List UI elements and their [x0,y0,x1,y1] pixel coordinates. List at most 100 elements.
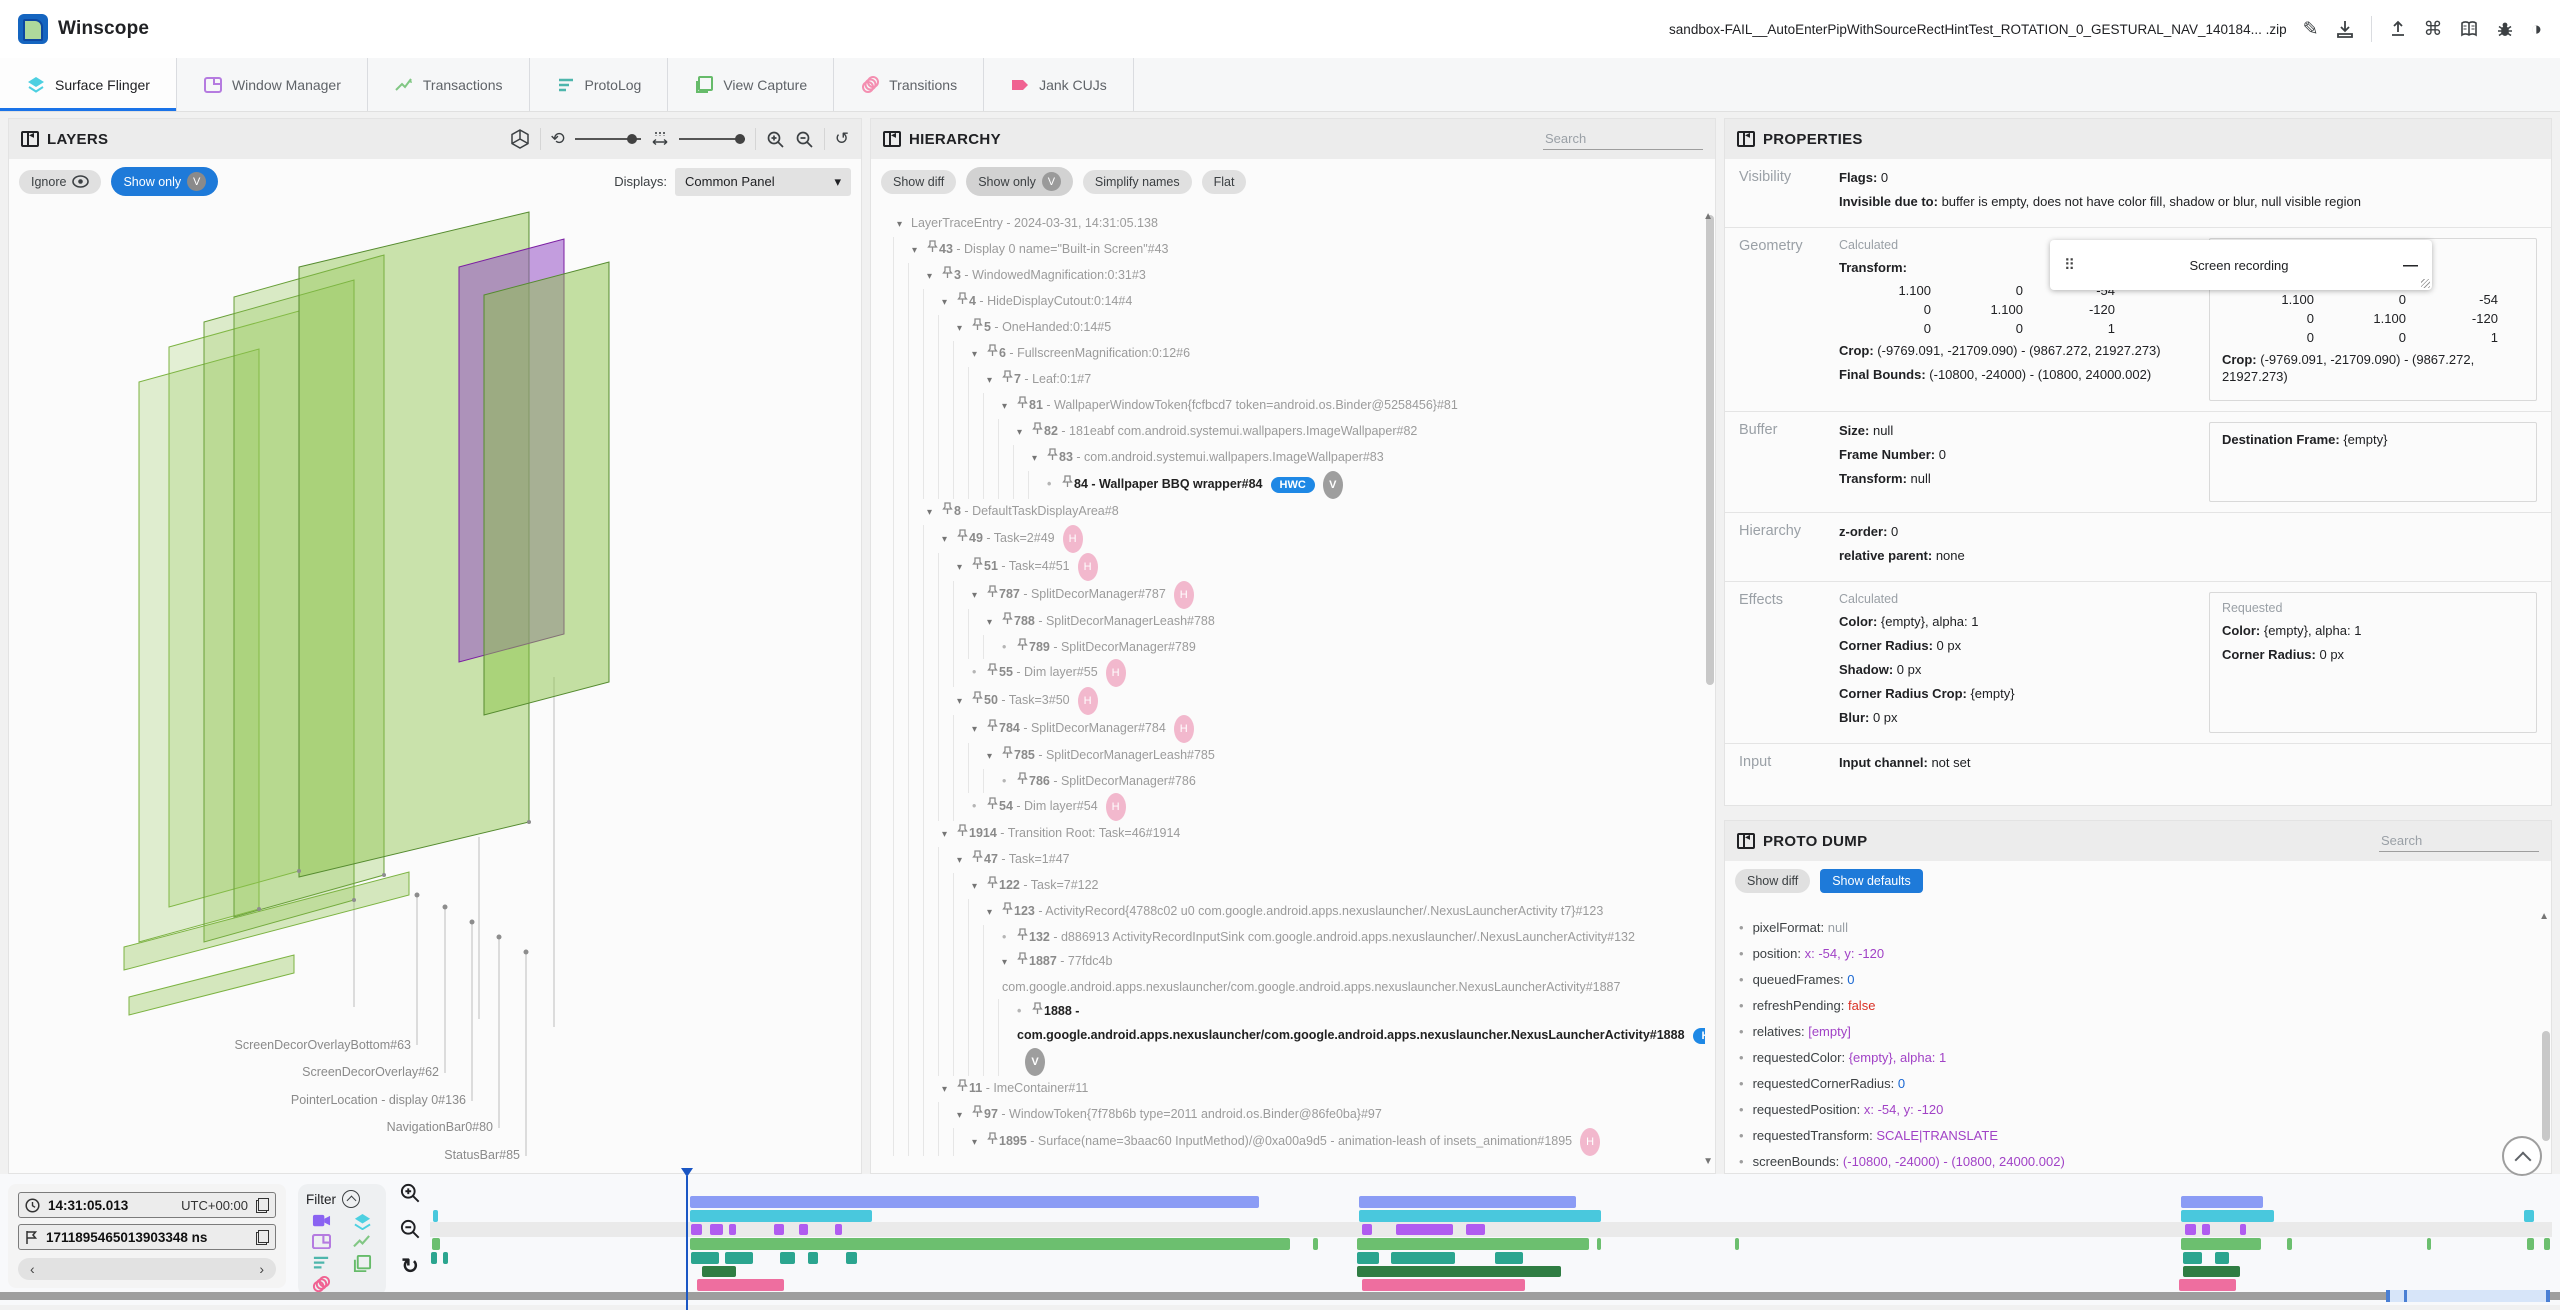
trace-segment[interactable] [2524,1210,2534,1222]
expand-caret-icon[interactable]: ▾ [987,907,993,918]
pin-icon[interactable] [971,850,984,863]
proto-row[interactable]: • requestedPosition: x: -54, y: -120 [1739,1102,1944,1117]
timeline-canvas[interactable] [430,1168,2552,1310]
tree-node[interactable]: ▾ 1887 - 77fdc4b com.google.android.apps.… [883,949,1705,999]
trace-segment[interactable] [1359,1210,1602,1222]
pin-icon[interactable] [956,529,969,542]
tab-transitions[interactable]: Transitions [834,58,985,111]
expand-caret-icon[interactable]: ▾ [957,1110,963,1121]
timeline-scrubber[interactable] [0,1290,2560,1302]
trace-segment[interactable] [2526,1238,2534,1250]
tree-node[interactable]: ▾ 784 - SplitDecorManager#784 H [883,715,1705,743]
trace-segment[interactable] [807,1252,819,1264]
tree-node[interactable]: ▾ 4 - HideDisplayCutout:0:14#4 [883,289,1705,315]
tree-node[interactable]: ▾ 123 - ActivityRecord{4788c02 u0 com.goo… [883,899,1705,925]
drag-handle-icon[interactable]: ⠿ [2064,257,2075,274]
proto-row[interactable]: • queuedFrames: 0 [1739,972,1855,987]
tab-view-capture[interactable]: View Capture [668,58,835,111]
trace-segment[interactable] [1495,1252,1523,1264]
timeline-track-view-capture[interactable] [430,1266,2552,1277]
pin-icon[interactable] [986,797,999,810]
expand-caret-icon[interactable]: ▾ [972,1137,978,1148]
proto-row[interactable]: • position: x: -54, y: -120 [1739,946,1885,961]
timeline-track-transactions[interactable] [430,1238,2552,1250]
trace-segment[interactable] [689,1196,1259,1208]
trace-segment[interactable] [2214,1252,2230,1264]
simplify-names-chip[interactable]: Simplify names [1082,169,1192,194]
trace-segment[interactable] [2240,1224,2247,1235]
tree-node[interactable]: • 132 - d886913 ActivityRecordInputSink c… [883,925,1705,949]
pin-icon[interactable] [1016,396,1029,409]
pin-icon[interactable] [986,876,999,889]
tree-node[interactable]: ▾ LayerTraceEntry - 2024-03-31, 14:31:05.… [883,211,1705,237]
resize-handle[interactable] [2421,279,2430,288]
tree-node[interactable]: ▾ 788 - SplitDecorManagerLeash#788 [883,609,1705,635]
tree-node[interactable]: ▾ 43 - Display 0 name="Built-in Screen"#4… [883,237,1705,263]
pin-icon[interactable] [956,824,969,837]
timeline-track-screen-recording[interactable] [430,1196,2552,1208]
pin-icon[interactable] [1061,475,1074,488]
pin-icon[interactable] [941,502,954,515]
timeline-track-protolog[interactable] [430,1252,2552,1264]
pin-icon[interactable] [926,240,939,253]
expand-caret-icon[interactable]: ▾ [987,617,993,628]
tab-protolog[interactable]: ProtoLog [530,58,669,111]
pin-icon[interactable] [1046,448,1059,461]
trace-segment[interactable] [845,1252,857,1264]
proto-row[interactable]: • refreshPending: false [1739,998,1876,1013]
scroll-up-icon[interactable]: ▲ [1703,211,1713,222]
proto-row[interactable]: • relatives: [empty] [1739,1024,1851,1039]
trace-segment[interactable] [691,1224,702,1235]
trace-segment[interactable] [1735,1238,1740,1250]
trace-segment[interactable] [2180,1196,2264,1208]
expand-caret-icon[interactable]: ▾ [942,534,948,545]
trace-segment[interactable] [780,1252,795,1264]
pin-icon[interactable] [986,1132,999,1145]
expand-caret-icon[interactable]: ▾ [912,245,918,256]
pin-icon[interactable] [1031,422,1044,435]
trace-segment[interactable] [1357,1238,1589,1250]
expand-caret-icon[interactable]: ▾ [987,375,993,386]
expand-caret-icon[interactable]: ▾ [972,724,978,735]
pin-icon[interactable] [971,557,984,570]
pin-icon[interactable] [941,266,954,279]
trace-segment[interactable] [2180,1238,2262,1250]
view-3d-icon[interactable] [510,129,530,149]
proto-row[interactable]: • pixelFormat: null [1739,920,1848,935]
collapse-panel-icon[interactable] [883,130,901,147]
expand-caret-icon[interactable]: ▾ [942,1084,948,1095]
trace-segment[interactable] [1597,1238,1602,1250]
collapse-panel-icon[interactable] [21,130,39,147]
trace-segment[interactable] [2286,1238,2293,1250]
show-only-visible-chip[interactable]: Show only V [111,167,219,196]
pin-icon[interactable] [1001,612,1014,625]
zoom-in-icon[interactable] [766,130,785,149]
pin-icon[interactable] [986,585,999,598]
scroll-up-icon[interactable]: ▲ [2539,911,2549,922]
trace-segment[interactable] [1391,1252,1455,1264]
pin-icon[interactable] [986,663,999,676]
tree-node[interactable]: ▾ 8 - DefaultTaskDisplayArea#8 [883,499,1705,525]
collapse-panel-icon[interactable] [1737,130,1755,147]
tree-node[interactable]: • 55 - Dim layer#55 H [883,659,1705,687]
flat-chip[interactable]: Flat [1201,169,1247,194]
proto-search-input[interactable] [2379,830,2539,852]
collapse-panel-icon[interactable] [1737,832,1755,849]
pin-icon[interactable] [971,1105,984,1118]
trace-segment[interactable] [1361,1224,1373,1235]
screen-recording-filter-icon[interactable] [312,1213,331,1230]
rotation-slider[interactable] [574,134,641,144]
trace-segment[interactable] [1359,1196,1576,1208]
trace-segment[interactable] [2182,1252,2202,1264]
pin-icon[interactable] [1001,370,1014,383]
expand-caret-icon[interactable]: ▾ [972,881,978,892]
expand-caret-icon[interactable]: ▾ [987,751,993,762]
pin-icon[interactable] [971,691,984,704]
tree-node[interactable]: ▾ 6 - FullscreenMagnification:0:12#6 [883,341,1705,367]
timeline-zoom-out-icon[interactable] [398,1218,422,1242]
trace-segment[interactable] [799,1224,808,1235]
next-entry-button[interactable]: › [259,1261,264,1277]
expand-caret-icon[interactable]: ▾ [927,507,933,518]
trace-segment[interactable] [1395,1224,1453,1235]
trace-segment[interactable] [697,1279,785,1291]
